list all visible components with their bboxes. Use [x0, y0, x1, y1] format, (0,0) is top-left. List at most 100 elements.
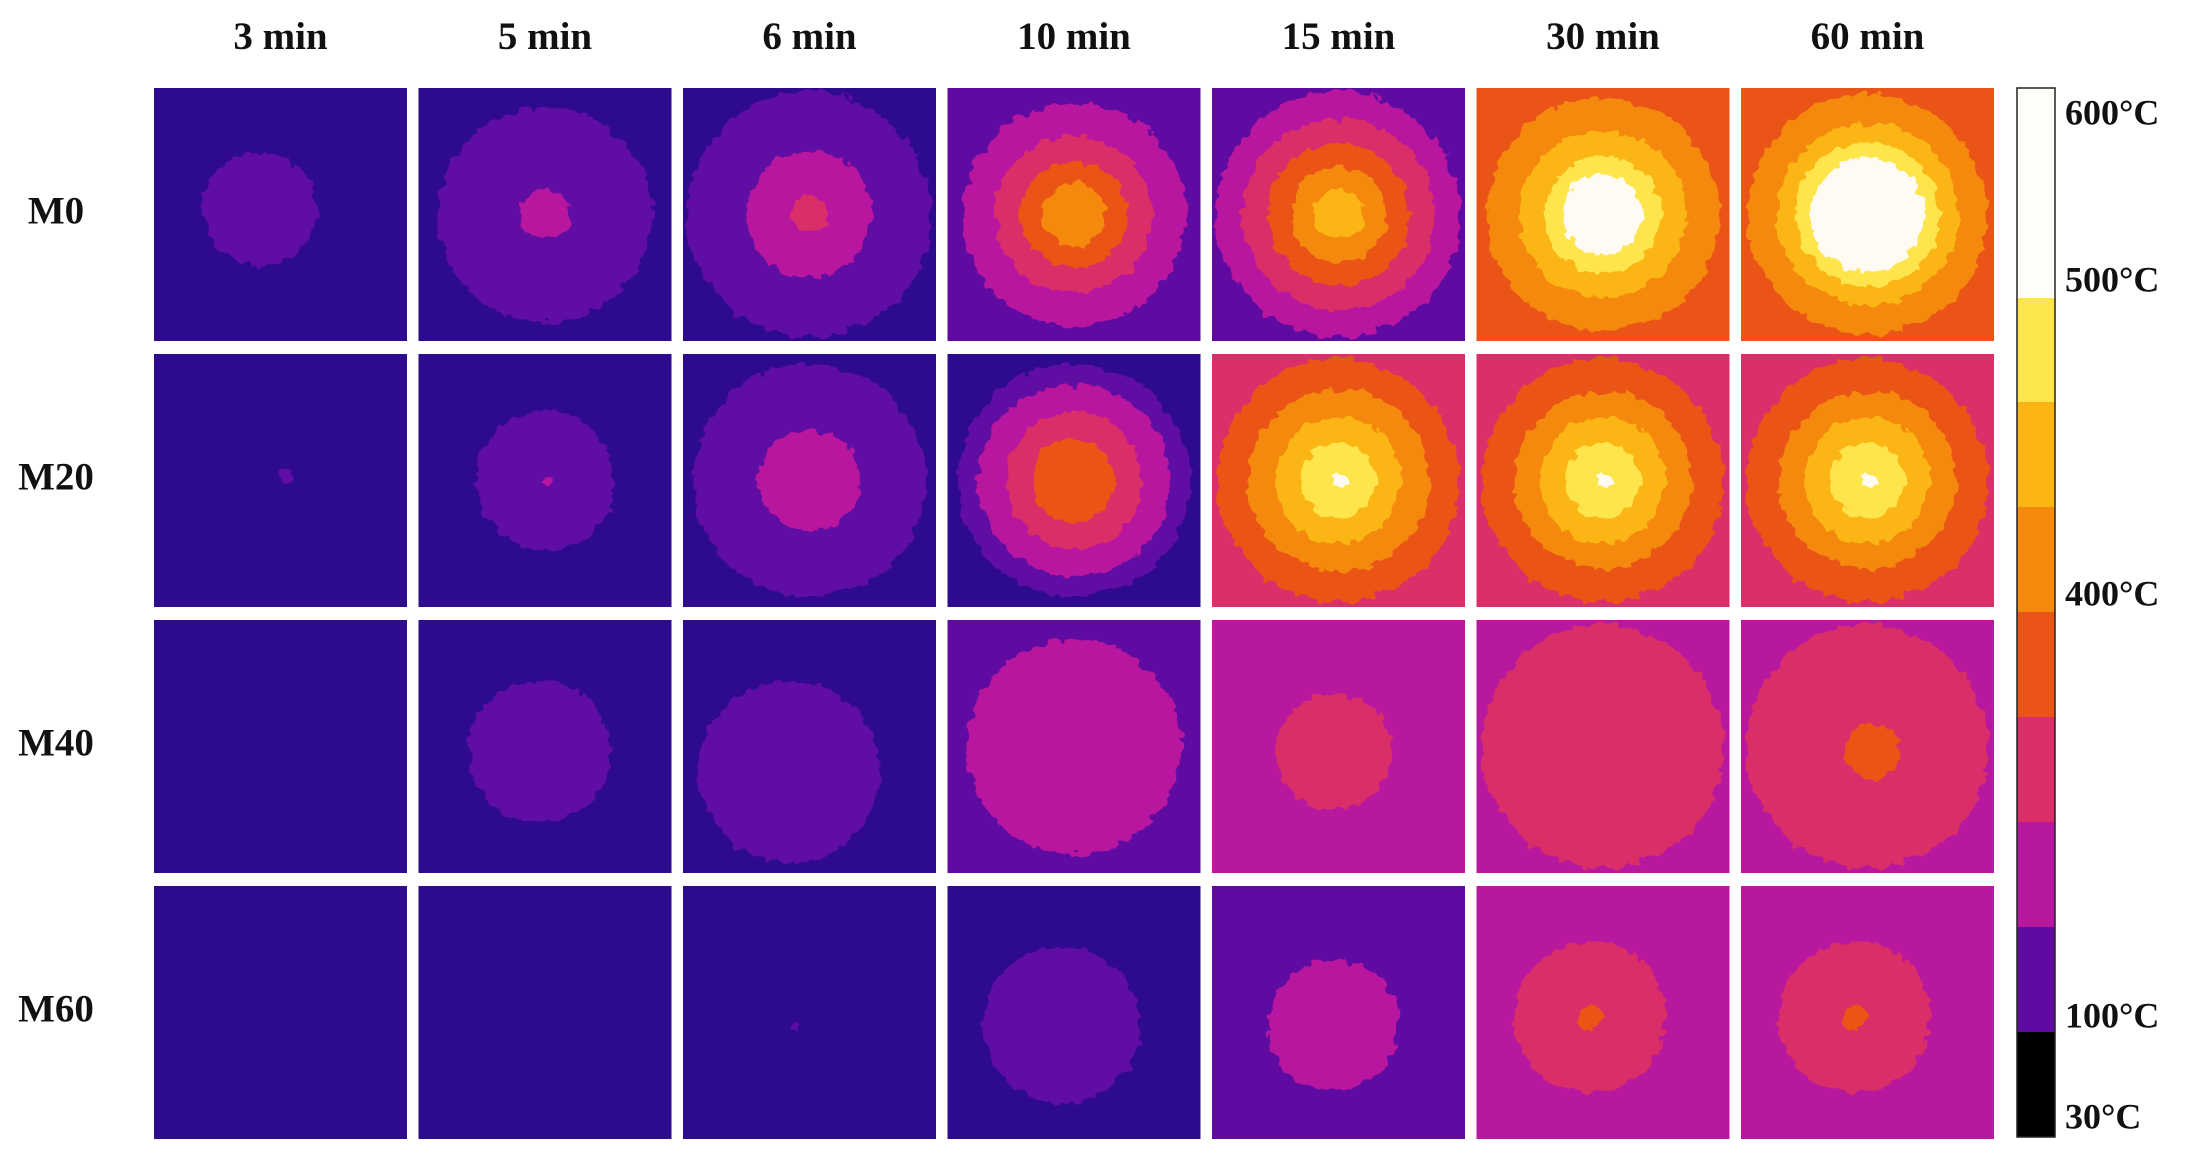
- thermal-image: [947, 620, 1201, 873]
- heat-zones: [693, 364, 926, 597]
- heat-zones: [475, 410, 615, 551]
- thermal-image: [683, 354, 936, 607]
- colorbar-band: [2017, 298, 2055, 402]
- heat-zone: [982, 946, 1140, 1104]
- thermal-image: [1476, 886, 1730, 1139]
- image-background: [683, 886, 936, 1139]
- heat-zone: [1810, 157, 1925, 272]
- thermal-image: [683, 620, 936, 873]
- column-header: 15 min: [1282, 15, 1396, 58]
- heat-zone: [791, 1020, 802, 1031]
- heat-zone: [791, 196, 828, 233]
- heat-zone: [1032, 438, 1116, 523]
- heat-zones: [962, 103, 1186, 326]
- heat-zone: [539, 475, 551, 486]
- colorbar-label: 400°C: [2065, 573, 2159, 613]
- heat-zone: [1267, 959, 1400, 1091]
- thermal-image: [683, 886, 936, 1139]
- heat-zone: [279, 469, 292, 482]
- heat-zones: [791, 1020, 802, 1031]
- thermal-image: [154, 886, 407, 1139]
- heat-zones: [203, 152, 318, 267]
- heat-zone: [1562, 174, 1644, 255]
- heat-zones: [1514, 941, 1667, 1094]
- heat-zone: [519, 189, 571, 240]
- row-label: M60: [18, 987, 94, 1030]
- heat-zones: [982, 946, 1140, 1104]
- thermal-image: [1212, 886, 1465, 1139]
- heat-zone: [1595, 472, 1611, 489]
- colorbar-band: [2017, 822, 2055, 927]
- heat-zones: [1746, 359, 1989, 602]
- thermal-image: [947, 886, 1201, 1139]
- heat-zone: [1844, 723, 1901, 780]
- heat-zone: [1577, 1004, 1603, 1031]
- heat-zone: [1042, 182, 1106, 247]
- heat-zones: [1267, 959, 1400, 1091]
- thermal-image: [1741, 354, 1994, 607]
- heat-zone: [1313, 189, 1364, 240]
- heat-zone: [758, 429, 861, 532]
- colorbar-label: 100°C: [2065, 995, 2159, 1035]
- heat-zones: [1217, 359, 1460, 602]
- row-label: M40: [18, 721, 94, 764]
- image-background: [154, 620, 407, 873]
- heat-zones: [966, 638, 1182, 855]
- heat-zone: [698, 680, 881, 863]
- colorbar-band: [2017, 717, 2055, 822]
- thermal-image: [418, 620, 672, 873]
- thermal-image: [1741, 88, 1994, 341]
- thermal-image: [1476, 620, 1730, 873]
- heat-zone: [966, 638, 1182, 855]
- heat-zones: [1486, 98, 1720, 331]
- heat-zones: [1275, 693, 1392, 810]
- thermal-image: [683, 88, 936, 341]
- thermal-image: [1212, 354, 1465, 607]
- column-header: 30 min: [1546, 15, 1660, 58]
- heat-zones: [957, 364, 1191, 597]
- thermal-image: [154, 354, 407, 607]
- colorbar-band: [2017, 1032, 2055, 1137]
- image-background: [154, 886, 407, 1139]
- colorbar-band: [2017, 612, 2055, 717]
- colorbar-band: [2017, 402, 2055, 507]
- thermal-image: [1212, 88, 1465, 341]
- thermal-image: [1741, 886, 1994, 1139]
- column-header: 3 min: [233, 15, 328, 58]
- heat-zone: [1859, 472, 1876, 489]
- thermal-image: [418, 354, 672, 607]
- column-header: 5 min: [498, 15, 593, 58]
- heat-zone: [1481, 625, 1725, 868]
- heat-zones: [1481, 359, 1725, 602]
- image-background: [418, 886, 672, 1139]
- thermal-image: [418, 88, 672, 341]
- thermal-image: [154, 620, 407, 873]
- heat-zones: [1778, 941, 1931, 1094]
- heat-zones: [686, 91, 933, 338]
- colorbar-label: 600°C: [2065, 92, 2159, 132]
- heat-zones: [1481, 625, 1725, 868]
- column-header: 10 min: [1017, 15, 1131, 58]
- colorbar-label: 500°C: [2065, 259, 2159, 299]
- panel-grid: 3 min 5 min 6 min 10 min 15 min 30 min 60 min M…: [18, 15, 1994, 1139]
- colorbar-label: 30°C: [2065, 1096, 2141, 1136]
- row-label: M20: [18, 455, 94, 498]
- thermal-image: [1212, 620, 1465, 873]
- thermal-image: [418, 886, 672, 1139]
- heat-zones: [1746, 625, 1989, 868]
- row-label: M0: [28, 189, 84, 232]
- thermal-image: [1476, 88, 1730, 341]
- thermal-image: [1476, 354, 1730, 607]
- thermal-image: [1741, 620, 1994, 873]
- column-header: 6 min: [762, 15, 857, 58]
- heat-zone: [1330, 472, 1347, 489]
- colorbar-band: [2017, 507, 2055, 612]
- thermal-image: [947, 88, 1201, 341]
- column-header: 60 min: [1811, 15, 1925, 58]
- heat-zones: [469, 680, 611, 823]
- heat-zones: [1215, 91, 1462, 338]
- heat-zones: [437, 106, 653, 323]
- colorbar-frame: [2016, 87, 2056, 1138]
- heat-zones: [279, 469, 292, 482]
